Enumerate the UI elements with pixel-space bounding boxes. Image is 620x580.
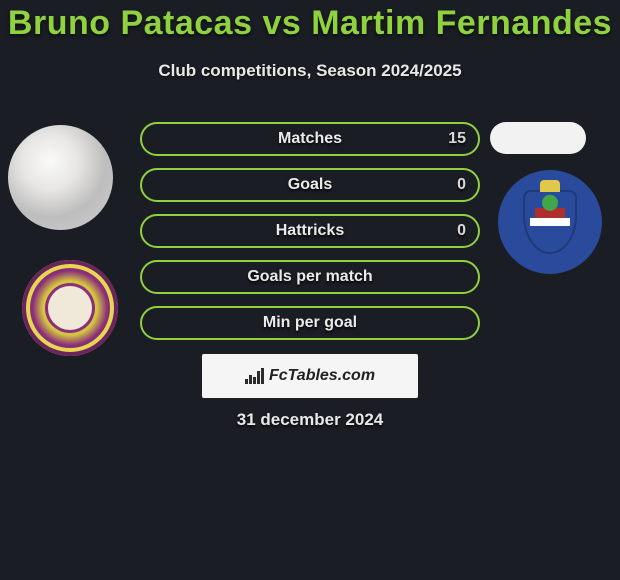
stat-value-right: 0 <box>457 176 466 194</box>
stat-label: Goals <box>288 176 332 194</box>
subtitle: Club competitions, Season 2024/2025 <box>0 61 620 81</box>
player1-avatar <box>8 125 113 230</box>
stat-row: Goals per match <box>140 260 480 294</box>
player2-club-badge <box>498 170 602 274</box>
stat-label: Matches <box>278 130 342 148</box>
chart-icon <box>245 368 265 384</box>
player1-club-badge <box>22 260 118 356</box>
stat-value-right: 15 <box>448 130 466 148</box>
page-title: Bruno Patacas vs Martim Fernandes <box>0 4 620 43</box>
stat-pill-right <box>490 122 586 154</box>
stat-value-right: 0 <box>457 222 466 240</box>
stat-row: Min per goal <box>140 306 480 340</box>
attribution-badge: FcTables.com <box>202 354 418 398</box>
stat-label: Goals per match <box>247 268 372 286</box>
stat-label: Hattricks <box>276 222 344 240</box>
stat-row: Goals 0 <box>140 168 480 202</box>
date: 31 december 2024 <box>0 410 620 430</box>
attribution-text: FcTables.com <box>269 367 375 385</box>
stat-row: Hattricks 0 <box>140 214 480 248</box>
stat-label: Min per goal <box>263 314 357 332</box>
stat-row: Matches 15 <box>140 122 480 156</box>
